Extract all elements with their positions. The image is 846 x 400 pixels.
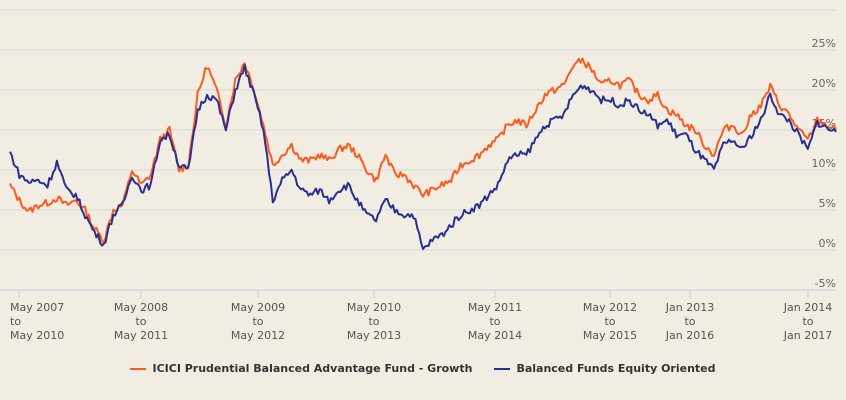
x-tick-label: to [604, 315, 615, 328]
x-tick-label: May 2011 [114, 329, 168, 342]
series-line-icici [9, 57, 837, 244]
legend-label: Balanced Funds Equity Oriented [516, 362, 716, 375]
legend: ICICI Prudential Balanced Advantage Fund… [0, 362, 846, 375]
x-tick-label: May 2014 [468, 329, 522, 342]
y-tick-label: 0% [819, 237, 836, 250]
legend-item-balanced-funds[interactable]: Balanced Funds Equity Oriented [494, 362, 716, 375]
x-tick-label: to [252, 315, 263, 328]
x-tick-label: May 2007 [10, 301, 64, 314]
x-tick-label: May 2015 [583, 329, 637, 342]
x-tick-label: May 2011 [468, 301, 522, 314]
legend-swatch-icon [494, 367, 511, 370]
x-tick-label: May 2012 [583, 301, 637, 314]
x-tick-label: to [135, 315, 146, 328]
x-tick-label: to [489, 315, 500, 328]
x-tick-label: May 2008 [114, 301, 168, 314]
y-axis-ticks: -5%0%5%10%15%20%25% [812, 37, 836, 290]
series-lines [9, 57, 837, 250]
y-tick-label: -5% [815, 277, 836, 290]
x-tick-label: May 2010 [10, 329, 64, 342]
x-tick-label: to [368, 315, 379, 328]
x-tick-label: to [684, 315, 695, 328]
x-tick-label: May 2012 [231, 329, 285, 342]
x-tick-label: May 2009 [231, 301, 285, 314]
x-tick-label: to [802, 315, 813, 328]
x-tick-label: Jan 2016 [665, 329, 714, 342]
y-tick-label: 25% [812, 37, 836, 50]
y-tick-label: 5% [819, 197, 836, 210]
x-tick-label: Jan 2013 [665, 301, 714, 314]
x-tick-label: Jan 2017 [783, 329, 832, 342]
series-line-balanced-funds [9, 63, 837, 250]
legend-swatch-icon [130, 367, 147, 370]
legend-label: ICICI Prudential Balanced Advantage Fund… [152, 362, 473, 375]
legend-item-icici[interactable]: ICICI Prudential Balanced Advantage Fund… [130, 362, 472, 375]
y-tick-label: 20% [812, 77, 836, 90]
x-tick-label: Jan 2014 [783, 301, 832, 314]
x-tick-label: May 2013 [347, 329, 401, 342]
gridlines [0, 9, 836, 291]
x-tick-label: to [10, 315, 21, 328]
y-tick-label: 10% [812, 157, 836, 170]
x-tick-label: May 2010 [347, 301, 401, 314]
